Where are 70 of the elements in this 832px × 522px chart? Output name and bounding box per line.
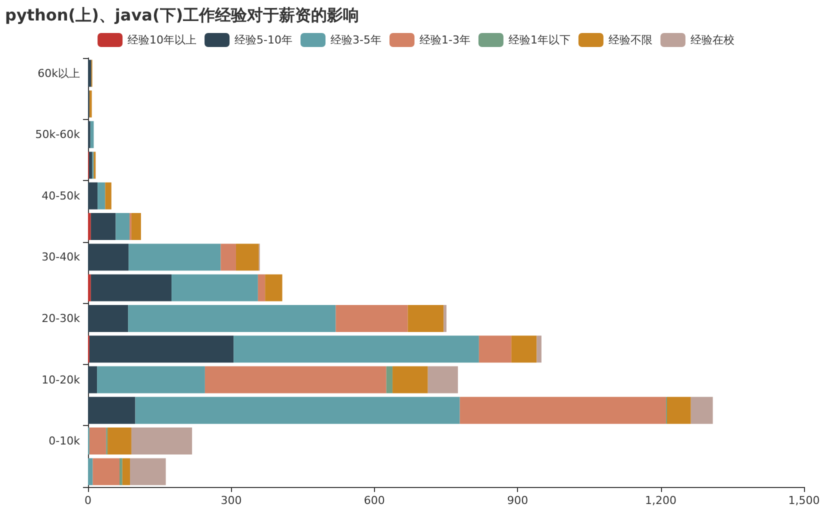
bar: [478, 336, 512, 363]
bar: [408, 304, 444, 332]
bar: [690, 396, 713, 424]
bar: [105, 182, 112, 210]
bar: [92, 458, 120, 486]
y-tick-label: 0-10k: [48, 434, 81, 448]
bar: [130, 458, 166, 486]
bar: [88, 366, 98, 394]
bar: [265, 274, 282, 302]
y-tick-label: 20-30k: [42, 312, 81, 325]
bar: [444, 304, 446, 332]
bar: [258, 274, 266, 302]
bar: [428, 366, 458, 394]
x-tick-label: 600: [364, 494, 385, 507]
bar: [108, 428, 132, 455]
bar: [386, 366, 393, 394]
bar: [204, 366, 386, 394]
legend-label: 经验1-3年: [419, 34, 470, 46]
y-tick-label: 10-20k: [42, 373, 81, 386]
bar: [131, 428, 192, 455]
y-tick-label: 30-40k: [42, 250, 81, 264]
bar: [511, 336, 537, 363]
bar: [128, 244, 221, 271]
bar: [88, 458, 93, 486]
bar: [88, 213, 91, 240]
bar: [90, 121, 94, 148]
y-tick-label: 40-50k: [42, 189, 81, 202]
bar: [89, 90, 92, 118]
bar: [88, 304, 128, 332]
bar: [336, 304, 408, 332]
legend-label: 经验5-10年: [234, 34, 293, 46]
bar: [88, 152, 92, 179]
bar: [90, 213, 116, 240]
bar: [536, 336, 542, 363]
chart-title: python(上)、java(下)工作经验对于薪资的影响: [5, 6, 360, 24]
bar: [128, 304, 336, 332]
bar: [667, 396, 691, 424]
bar: [131, 213, 141, 240]
bar: [220, 244, 236, 271]
x-tick-label: 0: [84, 494, 92, 507]
bar: [98, 182, 106, 210]
bar: [236, 244, 259, 271]
x-tick-label: 300: [220, 494, 242, 507]
legend-label: 经验1年以下: [508, 34, 570, 46]
bar: [88, 60, 92, 87]
bar: [172, 274, 258, 302]
x-tick-label: 900: [507, 494, 528, 507]
legend-label: 经验在校: [690, 34, 734, 46]
bar: [460, 396, 666, 424]
bar: [116, 213, 130, 240]
bar: [88, 182, 98, 210]
legend-label: 经验10年以上: [128, 34, 197, 46]
bar: [122, 458, 130, 486]
x-tick-label: 1,200: [645, 494, 677, 507]
bar: [89, 428, 106, 455]
bar: [392, 366, 428, 394]
bar: [234, 336, 479, 363]
x-tick-label: 1,500: [788, 494, 820, 507]
legend-label: 经验3-5年: [330, 34, 382, 46]
y-tick-label: 60k以上: [38, 66, 80, 80]
y-tick-label: 50k-60k: [35, 128, 81, 142]
bar: [120, 458, 122, 486]
bar: [89, 336, 234, 363]
bar: [88, 244, 129, 271]
bar: [135, 396, 460, 424]
bar: [97, 366, 205, 394]
bar: [88, 274, 91, 302]
legend-label: 经验不限: [608, 34, 652, 46]
bar: [88, 396, 136, 424]
bar: [90, 274, 172, 302]
